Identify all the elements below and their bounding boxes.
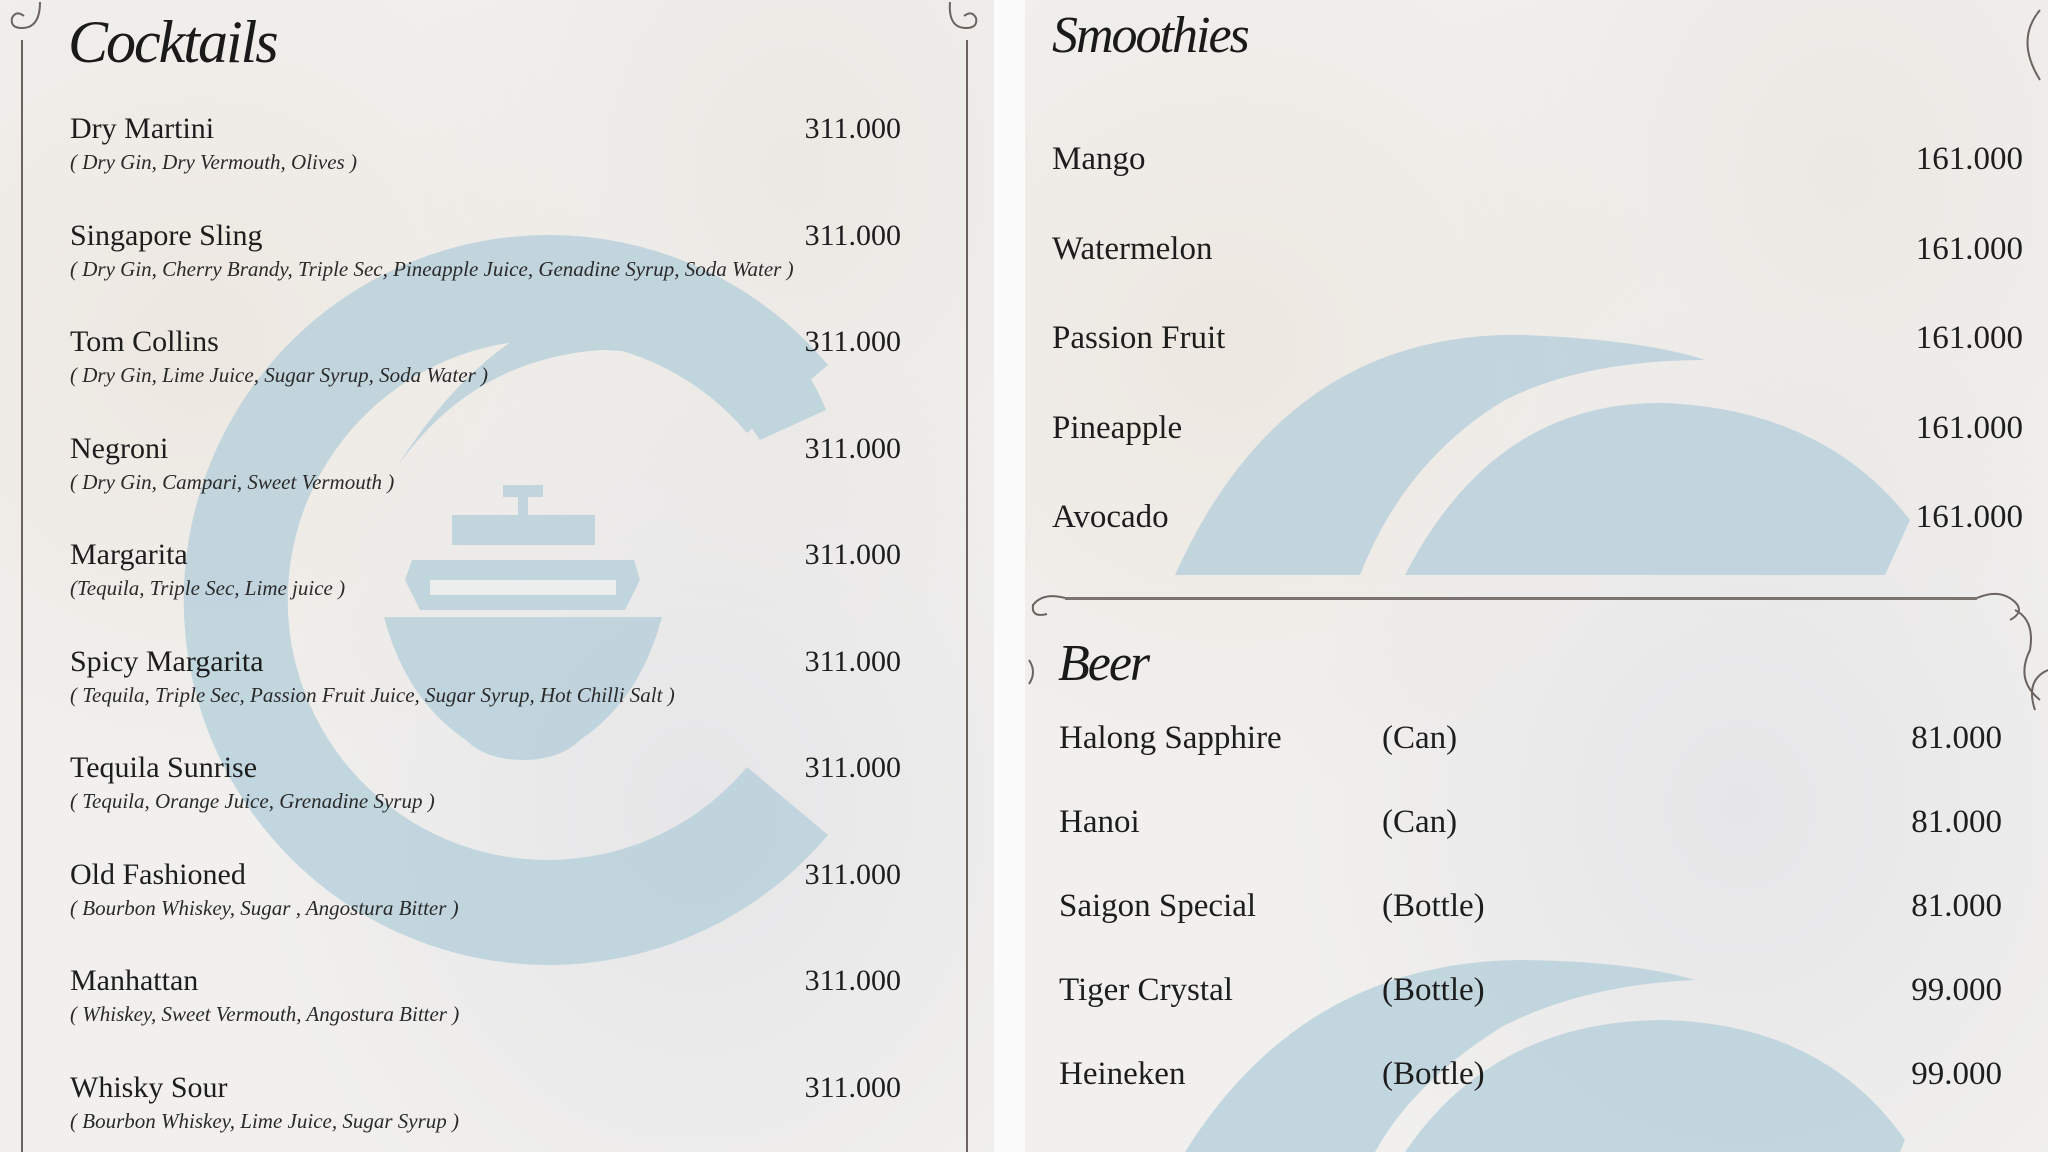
- item-name: Whisky Sour: [70, 1070, 228, 1104]
- section-divider: [1065, 597, 1977, 600]
- logo-arc: [1405, 1020, 1905, 1152]
- item-price: 161.000: [1915, 320, 2023, 356]
- item-description: ( Bourbon Whiskey, Lime Juice, Sugar Syr…: [70, 1108, 460, 1133]
- logo-inner-arc: [395, 296, 826, 470]
- section-title-cocktails: Cocktails: [68, 9, 279, 75]
- item-price: 311.000: [804, 431, 901, 465]
- cocktails-page: Cocktails Dry Martini ( Dry Gin, Dry Verm…: [0, 0, 994, 1152]
- item-name: Mango: [1052, 141, 1146, 177]
- section-title-smoothies: Smoothies: [1052, 7, 1250, 64]
- item-price: 161.000: [1915, 141, 2023, 177]
- swirl-ornament-icon: [1028, 9, 2048, 711]
- item-price: 311.000: [804, 112, 901, 145]
- item-description: (Tequila, Triple Sec, Lime juice ): [70, 576, 346, 600]
- item-price: 161.000: [1915, 230, 2023, 267]
- item-price: 311.000: [804, 964, 901, 997]
- item-price: 311.000: [804, 325, 901, 358]
- smoothies-beer-page: Smoothies Mango 161.000 Watermelon 161.000 P…: [1025, 0, 2048, 1152]
- item-name: Margarita: [70, 538, 188, 571]
- item-name: Manhattan: [70, 964, 199, 997]
- item-name: Tiger Crystal: [1059, 972, 1233, 1008]
- item-description: ( Dry Gin, Lime Juice, Sugar Syrup, Soda…: [70, 363, 489, 387]
- item-price: 311.000: [804, 751, 901, 784]
- item-description: ( Tequila, Orange Juice, Grenadine Syrup…: [70, 789, 435, 813]
- item-name: Heineken: [1059, 1056, 1186, 1092]
- item-name: Singapore Sling: [70, 218, 263, 252]
- item-description: ( Bourbon Whiskey, Sugar , Angostura Bit…: [70, 895, 459, 920]
- item-name: Negroni: [70, 431, 169, 465]
- item-name: Dry Martini: [70, 112, 215, 145]
- item-name: Passion Fruit: [1052, 320, 1226, 356]
- item-name: Pineapple: [1052, 409, 1183, 446]
- item-name: Tequila Sunrise: [70, 751, 258, 784]
- item-description: ( Dry Gin, Dry Vermouth, Olives ): [70, 150, 357, 174]
- item-container-type: (Can): [1382, 720, 1458, 756]
- item-container-type: (Bottle): [1382, 1056, 1485, 1092]
- item-price: 81.000: [1911, 888, 2002, 924]
- item-name: Hanoi: [1059, 804, 1140, 840]
- item-container-type: (Bottle): [1382, 888, 1485, 924]
- item-name: Old Fashioned: [70, 857, 246, 891]
- item-name: Watermelon: [1052, 230, 1213, 267]
- item-price: 311.000: [804, 218, 901, 252]
- item-price: 311.000: [804, 644, 901, 678]
- left-border: [21, 40, 23, 1152]
- item-description: ( Dry Gin, Campari, Sweet Vermouth ): [70, 469, 395, 494]
- item-price: 81.000: [1911, 720, 2002, 756]
- logo-watermark: [1175, 334, 1910, 1152]
- item-name: Spicy Margarita: [70, 644, 264, 678]
- ship-logo-watermark: [183, 235, 829, 966]
- logo-arc: [1175, 334, 1705, 575]
- section-title-beer: Beer: [1058, 635, 1150, 692]
- item-container-type: (Can): [1382, 804, 1458, 840]
- item-name: Halong Sapphire: [1059, 720, 1282, 756]
- item-price: 99.000: [1911, 972, 2002, 1008]
- item-price: 161.000: [1915, 499, 2023, 535]
- logo-arc: [1185, 960, 1695, 1152]
- item-price: 311.000: [804, 538, 901, 571]
- item-description: ( Whiskey, Sweet Vermouth, Angostura Bit…: [70, 1002, 460, 1026]
- item-name: Avocado: [1052, 499, 1169, 535]
- item-price: 99.000: [1911, 1056, 2002, 1092]
- right-border: [966, 40, 968, 1152]
- logo-arc: [1405, 402, 1910, 575]
- item-name: Saigon Special: [1059, 888, 1257, 924]
- item-price: 311.000: [804, 1070, 901, 1104]
- item-description: ( Dry Gin, Cherry Brandy, Triple Sec, Pi…: [70, 256, 794, 281]
- corner-ornament-icon: [10, 1, 978, 30]
- item-name: Tom Collins: [70, 325, 219, 358]
- item-price: 161.000: [1915, 409, 2023, 446]
- logo-arc: [183, 235, 829, 966]
- item-price: 81.000: [1911, 804, 2002, 840]
- item-container-type: (Bottle): [1382, 972, 1485, 1008]
- item-description: ( Tequila, Triple Sec, Passion Fruit Jui…: [70, 682, 675, 707]
- item-price: 311.000: [804, 857, 901, 891]
